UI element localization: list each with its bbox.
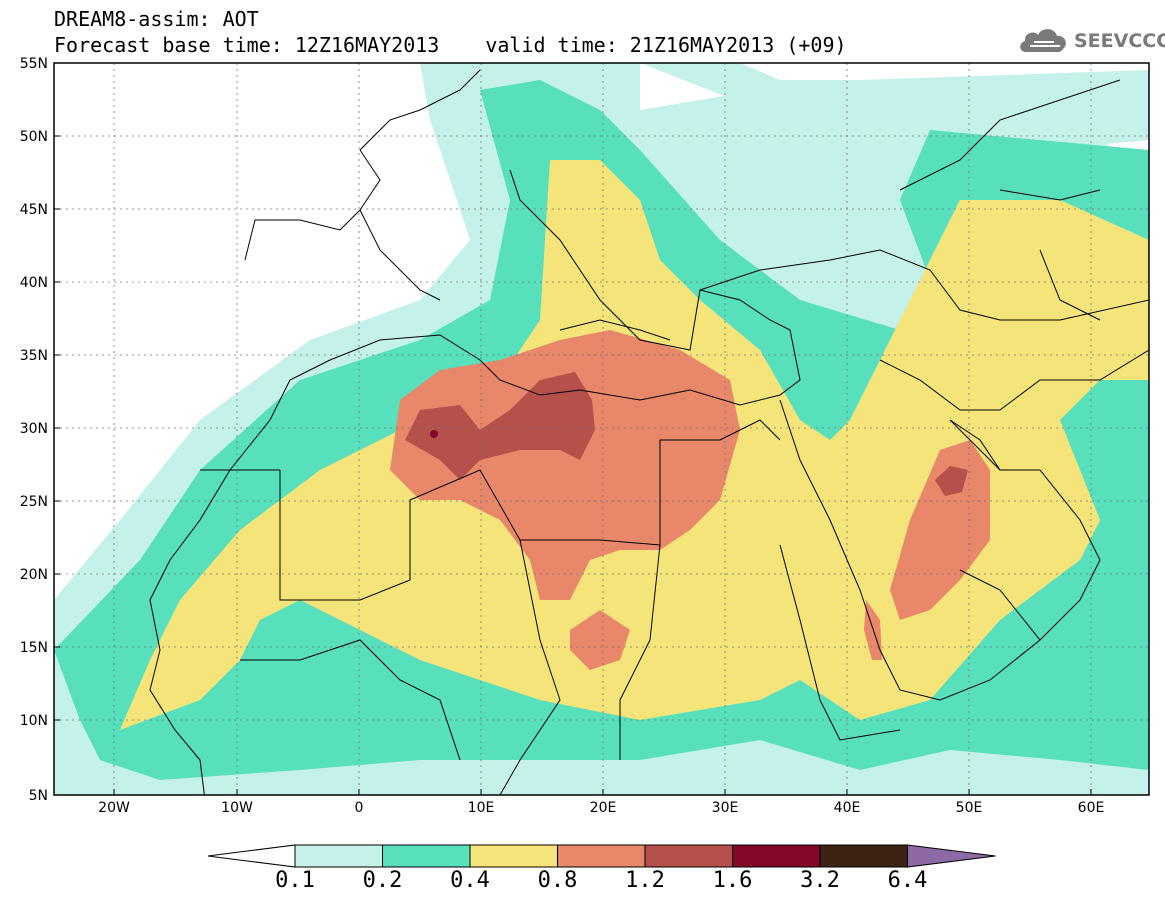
colorbar-swatch <box>469 844 558 868</box>
lon-label: 50E <box>956 800 983 816</box>
map-subtitle: Forecast base time: 12Z16MAY2013 valid ti… <box>54 34 847 56</box>
lat-label: 30N <box>20 421 48 437</box>
aot-contour-0.8c <box>890 440 990 620</box>
lat-label: 25N <box>20 494 48 510</box>
lon-label: 60E <box>1078 800 1105 816</box>
colorbar-max-arrow <box>907 844 996 868</box>
colorbar-swatch <box>557 844 646 868</box>
lon-label: 0 <box>355 800 364 816</box>
colorbar-swatch <box>732 844 821 868</box>
aot-contour-1.2b <box>935 466 968 496</box>
colorbar-label: 6.4 <box>887 868 928 893</box>
lon-label: 10W <box>221 800 253 816</box>
lon-label: 10E <box>468 800 495 816</box>
logo-text: SEEVCCC <box>1074 30 1165 52</box>
colorbar-label: 0.2 <box>362 868 403 893</box>
lat-label: 15N <box>20 640 48 656</box>
base-time: Forecast base time: 12Z16MAY2013 <box>54 33 440 57</box>
lat-label: 50N <box>20 129 48 145</box>
lat-label: 55N <box>20 56 48 72</box>
seevccc-logo: SEEVCCC <box>1018 24 1165 58</box>
lat-label: 10N <box>20 713 48 729</box>
lat-labels: 55N 50N 45N 40N 35N 30N 25N 20N 15N 10N 5N <box>20 56 48 804</box>
colorbar-min-arrow <box>207 844 296 868</box>
colorbar-label: 1.2 <box>625 868 665 893</box>
lat-label: 5N <box>29 788 48 804</box>
colorbar-swatch <box>819 844 908 868</box>
lat-label: 40N <box>20 275 48 291</box>
colorbar-label: 3.2 <box>800 868 840 893</box>
colorbar-swatch <box>644 844 733 868</box>
lat-label: 35N <box>20 348 48 364</box>
colorbar-swatch <box>294 844 383 868</box>
colorbar-swatch <box>382 844 471 868</box>
colorbar-label: 1.6 <box>712 868 753 893</box>
axis-ticks <box>54 62 1092 796</box>
graticule <box>54 63 1149 795</box>
lon-label: 20W <box>98 800 130 816</box>
aot-field <box>54 63 1149 795</box>
valid-time: valid time: 21Z16MAY2013 (+09) <box>485 33 847 57</box>
lat-label: 45N <box>20 202 48 218</box>
lon-labels: 20W 10W 0 10E 20E 30E 40E 50E 60E <box>98 800 1104 816</box>
lon-label: 30E <box>712 800 739 816</box>
map-frame <box>53 62 1150 796</box>
lon-label: 40E <box>834 800 861 816</box>
aot-contour-0.1b <box>640 63 1149 150</box>
map-title: DREAM8-assim: AOT <box>54 7 259 31</box>
colorbar-label: 0.4 <box>450 868 490 893</box>
aot-contour-1.6 <box>430 430 438 438</box>
colorbar-label: 0.1 <box>275 868 315 893</box>
coastlines <box>149 69 1149 795</box>
aot-contour-0.8b <box>570 610 630 670</box>
cloud-icon <box>1020 29 1066 52</box>
lat-label: 20N <box>20 567 48 583</box>
colorbar-label: 0.8 <box>537 868 578 893</box>
aot-contour-1.2 <box>405 372 595 480</box>
lon-label: 20E <box>590 800 617 816</box>
